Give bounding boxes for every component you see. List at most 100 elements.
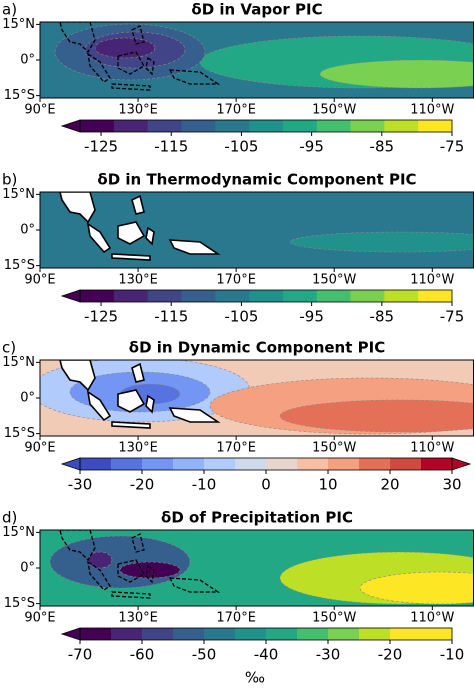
- colorbar-tick-label: -10: [440, 646, 465, 664]
- colorbar-frame: [79, 289, 453, 303]
- colorbar-segment: [418, 120, 453, 132]
- colorbar-segment: [282, 120, 318, 132]
- colorbar-segment: [266, 628, 298, 640]
- coastline: [86, 222, 112, 254]
- map: [40, 22, 474, 98]
- colorbar-tick-label: -125: [84, 138, 118, 156]
- colorbar-segment: [142, 458, 174, 470]
- coastline: [59, 360, 96, 392]
- coastline: [131, 25, 145, 45]
- x-tick-label: 150°W: [312, 273, 356, 288]
- colorbar-tick-label: 30: [442, 476, 461, 494]
- colorbar-tick-label: -75: [440, 138, 465, 156]
- colorbar-segment: [359, 628, 391, 640]
- x-tick-label: 130°E: [118, 441, 158, 456]
- x-tick-label: 110°W: [410, 273, 454, 288]
- colorbar-segment: [384, 120, 419, 132]
- y-tick-label: 0°: [20, 561, 35, 576]
- map: [40, 192, 474, 268]
- y-tick-label: 15°S: [4, 426, 35, 441]
- coastline: [111, 591, 151, 599]
- field: [40, 192, 474, 268]
- field-contour: [94, 37, 156, 59]
- colorbar-tick-label: -105: [224, 308, 258, 326]
- y-tick-label: 15°N: [2, 525, 35, 540]
- colorbar-segment: [80, 120, 115, 132]
- y-tick-label: 0°: [20, 53, 35, 68]
- panel-label: b): [2, 171, 17, 189]
- colorbar-segment: [147, 120, 182, 132]
- coastline: [117, 51, 145, 75]
- colorbar-segment: [204, 458, 236, 470]
- colorbar-tick-label: 20: [380, 476, 399, 494]
- colorbar-segment: [282, 290, 318, 302]
- colorbar-tick-label: 0: [261, 476, 271, 494]
- colorbar-tick-label: -50: [192, 646, 217, 664]
- colorbar-segment: [316, 290, 352, 302]
- x-tick-label: 150°W: [312, 103, 356, 118]
- colorbar-segment: [390, 628, 422, 640]
- field: [40, 360, 474, 436]
- coastline: [111, 421, 151, 429]
- colorbar-segment: [235, 628, 267, 640]
- coastline: [145, 564, 155, 584]
- colorbar-segment: [204, 628, 236, 640]
- coastline: [111, 253, 151, 261]
- field-bg: [40, 192, 474, 268]
- field: [40, 530, 474, 606]
- colorbar-segment: [297, 628, 329, 640]
- colorbar-extend: [60, 119, 81, 133]
- coastline: [59, 192, 96, 224]
- colorbar-tick-label: -30: [68, 476, 93, 494]
- field-contour: [119, 561, 181, 579]
- colorbar-segment: [328, 628, 360, 640]
- colorbar-segment: [215, 290, 250, 302]
- colorbar-tick-label: -115: [154, 308, 188, 326]
- colorbar-tick-label: -10: [192, 476, 217, 494]
- colorbar-segment: [418, 290, 453, 302]
- x-tick-label: 130°E: [118, 611, 158, 626]
- x-tick-label: 110°W: [410, 611, 454, 626]
- coastline: [168, 239, 221, 255]
- colorbar-tick-label: -40: [254, 646, 279, 664]
- y-tick-label: 15°S: [4, 88, 35, 103]
- colorbar-tick-label: -105: [224, 138, 258, 156]
- coastline: [145, 56, 155, 76]
- coastline: [145, 226, 155, 246]
- x-tick-label: 170°E: [216, 611, 256, 626]
- coastline: [131, 194, 145, 215]
- colorbar-segment: [147, 290, 182, 302]
- y-tick-label: 15°S: [4, 258, 35, 273]
- colorbar-extend: [60, 457, 81, 471]
- unit-label: ‰: [245, 669, 265, 687]
- colorbar-extend: [451, 457, 472, 471]
- map: [40, 530, 474, 606]
- colorbar-tick-label: -125: [84, 308, 118, 326]
- colorbar-tick-label: 10: [318, 476, 337, 494]
- colorbar-tick-label: -95: [299, 308, 324, 326]
- x-tick-label: 150°W: [312, 441, 356, 456]
- x-tick-label: 90°E: [24, 273, 55, 288]
- field-contour: [359, 571, 474, 605]
- coastline: [117, 559, 145, 583]
- coastline: [59, 530, 96, 562]
- y-tick-label: 15°S: [4, 596, 35, 611]
- y-tick-label: 0°: [20, 223, 35, 238]
- coastline: [168, 69, 221, 85]
- coastline: [111, 83, 151, 91]
- field: [40, 22, 474, 98]
- coastline: [86, 390, 112, 422]
- colorbar-segment: [80, 290, 115, 302]
- colorbar-segment: [249, 290, 284, 302]
- colorbar-tick-label: -30: [316, 646, 341, 664]
- field-contour: [319, 59, 474, 89]
- coastline: [131, 362, 145, 383]
- coastline: [59, 22, 96, 54]
- field-contour: [49, 535, 191, 589]
- colorbar-tick-label: -95: [299, 138, 324, 156]
- colorbar-segment: [113, 120, 149, 132]
- x-tick-label: 90°E: [24, 441, 55, 456]
- colorbar-segment: [173, 628, 205, 640]
